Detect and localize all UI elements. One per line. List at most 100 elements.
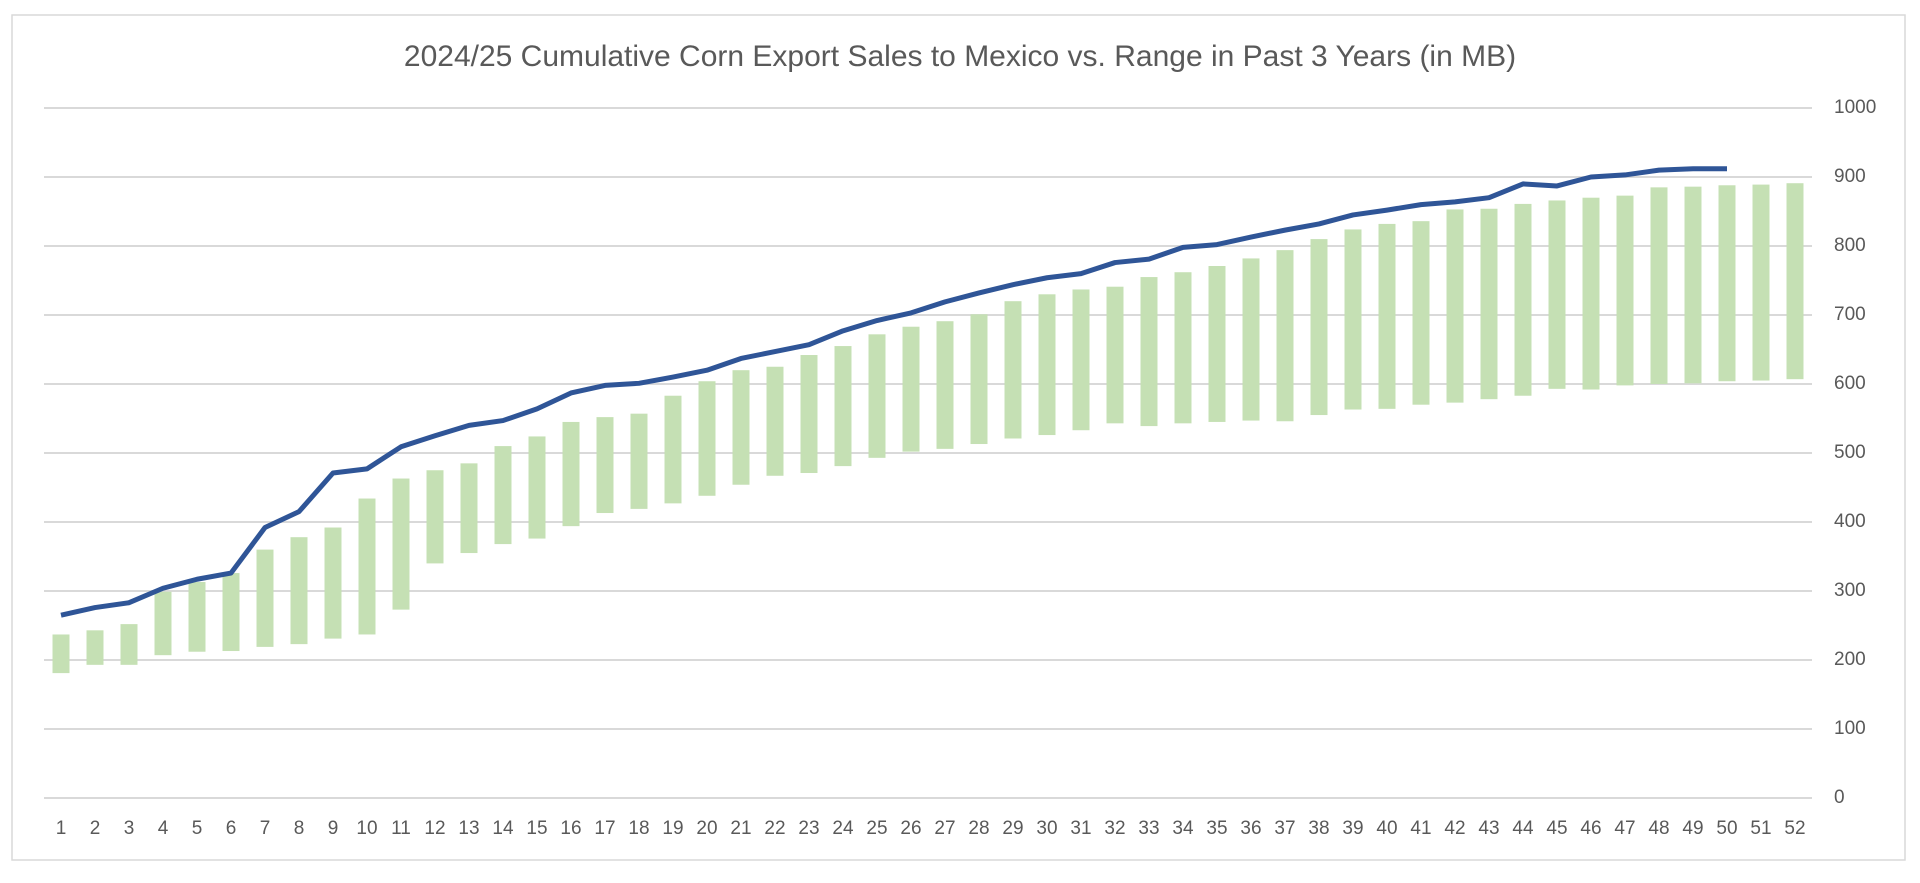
x-tick-label: 26 [900, 818, 921, 839]
x-tick-label: 25 [866, 818, 887, 839]
x-tick-label: 50 [1716, 818, 1737, 839]
range-bar [970, 314, 988, 445]
range-bar [86, 630, 104, 665]
x-tick-label: 18 [628, 818, 649, 839]
range-bar [1038, 294, 1056, 436]
x-tick-label: 36 [1240, 818, 1261, 839]
range-bar [1650, 187, 1668, 384]
x-tick-label: 11 [391, 818, 411, 839]
x-tick-label: 37 [1274, 818, 1295, 839]
range-bar [290, 537, 308, 645]
range-bar [324, 527, 342, 639]
x-tick-label: 19 [662, 818, 683, 839]
x-tick-label: 48 [1648, 818, 1669, 839]
x-tick-label: 20 [696, 818, 717, 839]
x-tick-label: 23 [798, 818, 819, 839]
x-tick-label: 49 [1682, 818, 1703, 839]
range-bar [392, 478, 410, 610]
x-tick-label: 29 [1002, 818, 1023, 839]
x-tick-label: 16 [560, 818, 581, 839]
range-bar [120, 624, 138, 665]
x-tick-label: 7 [260, 818, 271, 839]
y-tick-label: 700 [1834, 304, 1866, 325]
range-bar [1786, 183, 1804, 380]
range-bar [1446, 209, 1464, 403]
y-tick-label: 800 [1834, 235, 1866, 256]
range-bar [630, 413, 648, 509]
range-bar [528, 436, 546, 539]
y-tick-label: 500 [1834, 442, 1866, 463]
range-bar [426, 470, 444, 564]
x-tick-label: 1 [56, 818, 67, 839]
range-bar [936, 321, 954, 449]
x-tick-label: 5 [192, 818, 203, 839]
y-tick-label: 0 [1834, 787, 1845, 808]
x-tick-label: 13 [458, 818, 479, 839]
range-bar [358, 498, 376, 635]
range-bar [1412, 221, 1430, 405]
x-tick-label: 34 [1172, 818, 1194, 839]
range-bar [494, 446, 512, 545]
chart-border [11, 14, 1906, 861]
range-bar [902, 326, 920, 452]
x-tick-label: 38 [1308, 818, 1329, 839]
x-tick-label: 44 [1512, 818, 1534, 839]
line [60, 166, 1727, 618]
x-tick-label: 9 [328, 818, 339, 839]
range-bar [562, 421, 580, 527]
x-tick-label: 32 [1104, 818, 1125, 839]
range-bar [868, 334, 886, 458]
x-tick-label: 10 [356, 818, 377, 839]
x-tick-label: 45 [1546, 818, 1567, 839]
chart-title: 2024/25 Cumulative Corn Export Sales to … [404, 40, 1516, 73]
range-bar [766, 366, 784, 476]
range-bar [800, 355, 818, 474]
x-tick-label: 43 [1478, 818, 1499, 839]
x-tick-label: 4 [158, 818, 169, 839]
range-bar [1310, 239, 1328, 416]
range-bar [1344, 229, 1362, 410]
x-tick-label: 41 [1410, 818, 1431, 839]
x-tick-label: 46 [1580, 818, 1601, 839]
range-bar [664, 395, 682, 504]
x-tick-label: 14 [492, 818, 514, 839]
x-tick-label: 24 [832, 818, 854, 839]
range-bar [596, 417, 614, 514]
y-tick-label: 200 [1834, 649, 1866, 670]
x-tick-label: 22 [764, 818, 785, 839]
x-tick-label: 51 [1750, 818, 1771, 839]
range-bar [1174, 272, 1192, 424]
range-bar [1718, 185, 1736, 382]
range-bar [1752, 184, 1770, 381]
x-tick-label: 27 [934, 818, 955, 839]
x-tick-label: 2 [90, 818, 101, 839]
x-tick-label: 42 [1444, 818, 1465, 839]
range-bar [1480, 208, 1498, 400]
range-bar [698, 381, 716, 496]
range-bar [188, 582, 206, 652]
range-bar [1378, 223, 1396, 409]
x-tick-label: 6 [226, 818, 237, 839]
range-bar [1616, 195, 1634, 386]
range-bar [1548, 200, 1566, 389]
range-bar [1582, 197, 1600, 390]
y-tick-label: 1000 [1834, 97, 1876, 118]
x-tick-label: 47 [1614, 818, 1635, 839]
range-bar [1140, 277, 1158, 427]
x-tick-label: 39 [1342, 818, 1363, 839]
x-tick-label: 30 [1036, 818, 1057, 839]
range-bar [1684, 186, 1702, 384]
range-bar [52, 634, 70, 674]
range-bar [732, 370, 750, 485]
y-tick-label: 400 [1834, 511, 1866, 532]
y-tick-label: 600 [1834, 373, 1866, 394]
range-bar [1276, 250, 1294, 422]
range-bar [1242, 258, 1260, 421]
x-tick-label: 35 [1206, 818, 1227, 839]
y-tick-label: 100 [1834, 718, 1866, 739]
x-tick-label: 52 [1784, 818, 1805, 839]
x-tick-label: 8 [294, 818, 305, 839]
range-bar [1514, 203, 1532, 396]
x-tick-label: 15 [526, 818, 547, 839]
range-bar [1106, 286, 1124, 424]
